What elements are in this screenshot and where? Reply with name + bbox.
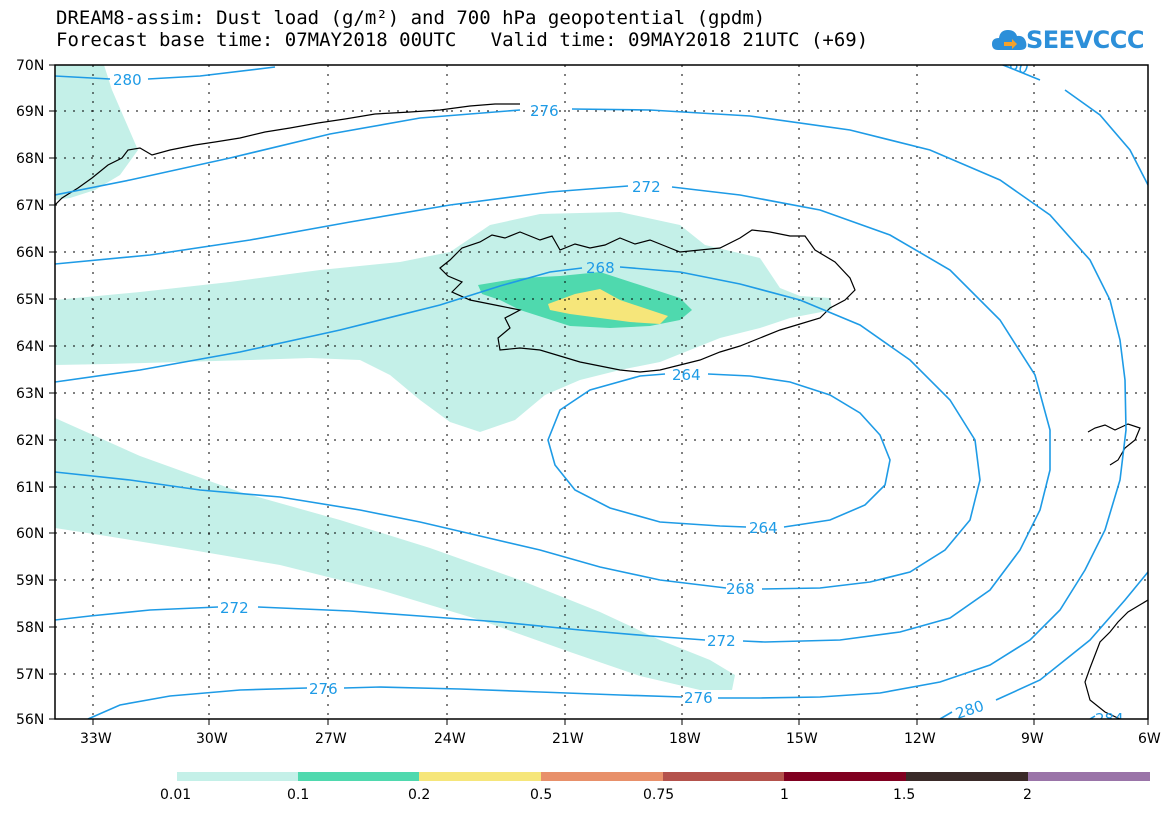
lat-label: 56N xyxy=(16,712,44,728)
legend-label: 0.2 xyxy=(408,787,430,803)
legend-label: 0.75 xyxy=(643,787,674,803)
coastlines xyxy=(55,103,1148,719)
coastline-faroe xyxy=(1087,423,1141,466)
plot-area xyxy=(55,65,1148,719)
legend-label: 0.01 xyxy=(160,787,191,803)
lon-label: 30W xyxy=(196,731,228,747)
lat-label: 67N xyxy=(16,198,44,214)
contour-label: 272 xyxy=(220,599,249,617)
contour-label: 264 xyxy=(749,519,778,537)
lon-label: 6W xyxy=(1138,731,1161,747)
legend-swatch xyxy=(298,772,419,781)
contour-label: 280 xyxy=(113,71,142,89)
contour-280-ne xyxy=(1002,65,1148,186)
contour-label: 272 xyxy=(632,178,661,196)
lon-label: 15W xyxy=(786,731,818,747)
contour-272 xyxy=(55,185,1051,643)
lat-label: 61N xyxy=(16,480,44,496)
legend-label: 1 xyxy=(780,787,789,803)
legend-label: 0.1 xyxy=(287,787,309,803)
lon-label: 24W xyxy=(434,731,466,747)
coastline-scotland xyxy=(1084,599,1148,719)
contour-label: 280 xyxy=(953,697,986,723)
lon-label: 33W xyxy=(80,731,112,747)
contour-280-nw xyxy=(55,66,276,80)
seevccc-logo: SEEVCCC xyxy=(990,20,1145,60)
cloud-logo-icon xyxy=(992,30,1027,50)
lat-label: 68N xyxy=(16,151,44,167)
map-subtitle: Forecast base time: 07MAY2018 00UTC Vali… xyxy=(56,29,869,51)
legend-swatch xyxy=(419,772,541,781)
geopotential-contours xyxy=(55,65,1148,719)
legend-swatch xyxy=(663,772,784,781)
legend: 0.01 0.1 0.2 0.5 0.75 1 1.5 2 xyxy=(160,772,1150,803)
contour-280-se xyxy=(939,571,1148,719)
lat-label: 60N xyxy=(16,526,44,542)
lat-label: 66N xyxy=(16,245,44,261)
plot-frame xyxy=(54,64,1149,720)
lon-label: 21W xyxy=(552,731,584,747)
dust-region-greenland xyxy=(55,65,138,200)
legend-label: 1.5 xyxy=(893,787,915,803)
contour-label: 276 xyxy=(684,689,713,707)
lat-label: 65N xyxy=(16,292,44,308)
lat-label: 62N xyxy=(16,433,44,449)
coastline-iceland xyxy=(439,229,856,373)
legend-swatch xyxy=(1028,772,1150,781)
contour-label: 264 xyxy=(672,366,701,384)
legend-label: 2 xyxy=(1023,787,1032,803)
latitude-labels: 70N 69N 68N 67N 66N 65N 64N 63N 62N 61N … xyxy=(16,58,44,728)
lat-label: 69N xyxy=(16,104,44,120)
logo-text: SEEVCCC xyxy=(1026,26,1145,54)
lat-label: 63N xyxy=(16,386,44,402)
contour-268 xyxy=(55,266,981,590)
lat-label: 57N xyxy=(16,667,44,683)
lon-label: 27W xyxy=(315,731,347,747)
contour-label: 268 xyxy=(586,259,615,277)
contour-label: 268 xyxy=(726,580,755,598)
legend-swatch xyxy=(177,772,298,781)
contour-264 xyxy=(547,373,891,528)
axis-ticks xyxy=(49,64,1149,725)
contour-label: 284 xyxy=(1095,710,1124,728)
lat-label: 70N xyxy=(16,58,44,74)
lon-label: 9W xyxy=(1021,731,1044,747)
longitude-labels: 33W 30W 27W 24W 21W 18W 15W 12W 9W 6W xyxy=(80,731,1161,747)
map-title: DREAM8-assim: Dust load (g/m²) and 700 h… xyxy=(56,7,766,29)
dust-region-southern-band xyxy=(55,418,735,690)
lat-label: 64N xyxy=(16,339,44,355)
contour-labels: 280 276 280 272 268 264 264 268 272 272 … xyxy=(113,65,1124,728)
contour-label: 276 xyxy=(309,680,338,698)
contour-276 xyxy=(55,108,1127,719)
contour-label: 272 xyxy=(707,632,736,650)
coastline-greenland xyxy=(55,103,520,206)
legend-swatch xyxy=(784,772,906,781)
dust-region-main xyxy=(55,212,832,432)
legend-label: 0.5 xyxy=(530,787,552,803)
lon-label: 18W xyxy=(669,731,701,747)
lat-label: 58N xyxy=(16,620,44,636)
legend-swatch xyxy=(906,772,1028,781)
lon-label: 12W xyxy=(904,731,936,747)
lat-label: 59N xyxy=(16,573,44,589)
legend-swatch xyxy=(541,772,663,781)
contour-label: 276 xyxy=(530,102,559,120)
dust-region-high xyxy=(548,289,668,324)
